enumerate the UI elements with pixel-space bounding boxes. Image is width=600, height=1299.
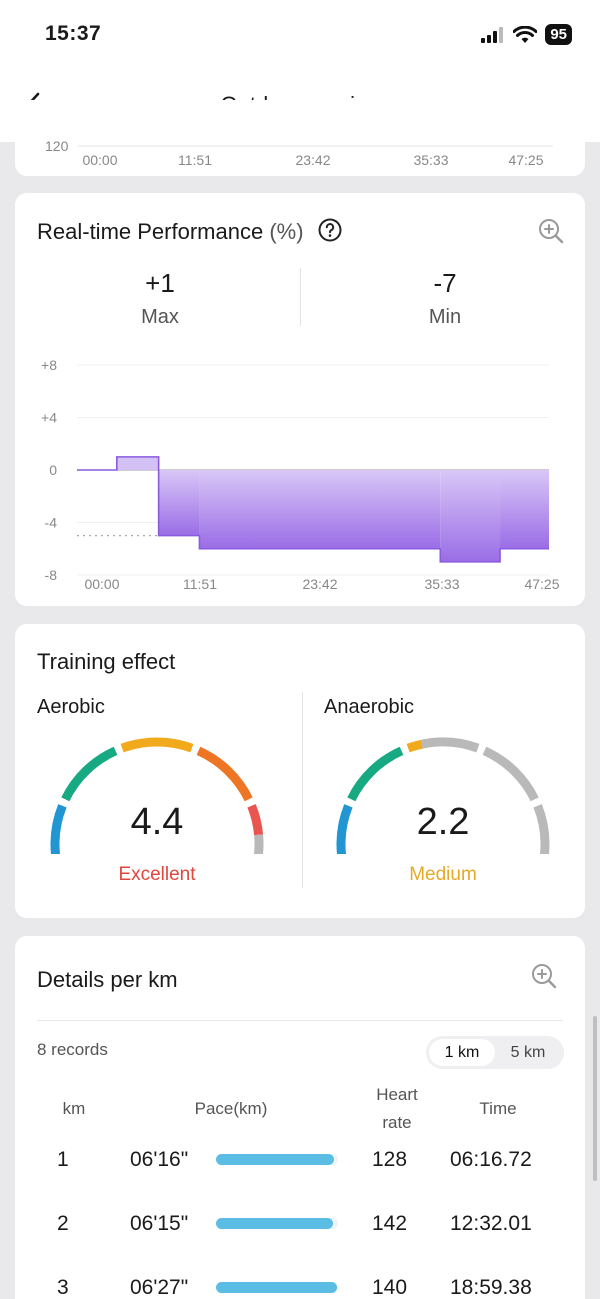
y-tick-label: -8 [45, 567, 58, 583]
records-count: 8 records [37, 1040, 108, 1059]
anaerobic-gauge [336, 737, 550, 854]
segment-1km[interactable]: 1 km [429, 1039, 495, 1066]
help-icon[interactable] [318, 218, 342, 242]
header-time: Time [479, 1099, 517, 1118]
status-time: 15:37 [45, 22, 102, 45]
row-time: 18:59.38 [450, 1276, 532, 1299]
distance-segment-control: 1 km 5 km [426, 1036, 564, 1069]
performance-chart: +8 +4 0 -4 -8 00:00 11:51 23:42 35:33 47:25 [41, 357, 560, 592]
signal-icon [481, 26, 504, 43]
pace-bar-fill [216, 1282, 337, 1293]
aerobic-value: 4.4 [130, 801, 184, 843]
row-km: 2 [57, 1212, 69, 1235]
max-label: Max [141, 306, 179, 328]
x-tick-label: 11:51 [183, 576, 217, 592]
step-area [440, 470, 501, 562]
aerobic-label: Aerobic [37, 696, 105, 718]
x-tick-label: 35:33 [424, 576, 459, 592]
anaerobic-label: Anaerobic [324, 696, 415, 718]
row-km: 1 [57, 1148, 69, 1171]
row-pace: 06'27" [130, 1276, 189, 1299]
gauge-segment [253, 834, 264, 854]
stat-divider [300, 268, 301, 326]
pace-bar-fill [216, 1154, 334, 1165]
prev-x-tick: 35:33 [413, 152, 448, 168]
row-heart-rate: 142 [372, 1212, 408, 1235]
previous-chart-axis: 120 00:00 11:51 23:42 35:33 47:25 [45, 138, 553, 168]
pace-bar-track [216, 1154, 338, 1165]
aerobic-status: Excellent [118, 864, 196, 885]
header-rate: rate [382, 1113, 412, 1132]
gauge-segment [406, 739, 423, 753]
prev-y-label: 120 [45, 138, 69, 154]
y-tick-label: +4 [41, 410, 57, 426]
step-area [158, 470, 200, 536]
step-area [199, 470, 441, 549]
prev-x-tick: 23:42 [295, 152, 330, 168]
header-km: km [62, 1099, 86, 1118]
step-line [77, 456, 549, 563]
min-value: -7 [433, 268, 457, 298]
row-pace: 06'15" [130, 1212, 189, 1235]
scrollbar[interactable] [593, 1016, 597, 1181]
status-bar: 15:37 95 [0, 0, 600, 70]
pace-bar-track [216, 1282, 338, 1293]
anaerobic-value: 2.2 [416, 801, 470, 843]
segment-5km[interactable]: 5 km [510, 1044, 546, 1061]
prev-x-tick: 00:00 [82, 152, 117, 168]
gauge-segment [482, 746, 539, 802]
zoom-in-icon[interactable] [537, 217, 565, 245]
performance-unit: (%) [269, 219, 304, 244]
wifi-icon [513, 25, 538, 43]
min-label: Min [428, 306, 462, 328]
x-tick-label: 47:25 [524, 576, 559, 592]
gauge-segment [533, 804, 550, 854]
anaerobic-status: Medium [409, 864, 477, 885]
row-heart-rate: 140 [372, 1276, 408, 1299]
row-time: 06:16.72 [450, 1148, 532, 1171]
row-heart-rate: 128 [372, 1148, 408, 1171]
details-divider [37, 1020, 563, 1021]
x-tick-label: 23:42 [302, 576, 337, 592]
prev-x-tick: 47:25 [508, 152, 543, 168]
status-icons: 95 [481, 24, 572, 45]
gauge-segment [347, 746, 404, 802]
prev-x-tick: 11:51 [178, 152, 212, 168]
training-title: Training effect [37, 649, 176, 674]
gauge-segment [196, 746, 253, 802]
previous-chart-card: 120 00:00 11:51 23:42 35:33 47:25 [15, 100, 585, 176]
gauge-segment [61, 746, 118, 802]
step-area [116, 456, 159, 470]
y-tick-label: -4 [45, 515, 58, 531]
row-pace: 06'16" [130, 1148, 189, 1171]
battery-indicator: 95 [545, 24, 572, 45]
performance-title-text: Real-time Performance [37, 219, 264, 244]
aerobic-gauge [50, 737, 264, 854]
gauge-segment [50, 804, 67, 854]
y-tick-label: +8 [41, 357, 57, 373]
header-pace: Pace(km) [194, 1099, 268, 1118]
performance-title: Real-time Performance (%) [37, 218, 342, 245]
gauge-segment [336, 804, 353, 854]
gauge-segment [420, 737, 480, 753]
row-time: 12:32.01 [450, 1212, 532, 1235]
pace-bar-fill [216, 1218, 333, 1229]
training-effect-card: Training effect Aerobic Anaerobic 4.4 Ex… [15, 624, 585, 918]
performance-card: Real-time Performance (%) +1 Max -7 Min … [15, 193, 585, 606]
header-heart: Heart [376, 1085, 418, 1104]
gauge-segment [247, 804, 264, 836]
max-value: +1 [145, 268, 175, 298]
training-divider [302, 692, 303, 888]
x-tick-label: 00:00 [84, 576, 119, 592]
y-tick-label: 0 [49, 462, 57, 478]
step-area [500, 470, 549, 549]
gauge-segment [120, 737, 194, 753]
pace-bar-track [216, 1218, 338, 1229]
zoom-in-icon[interactable] [530, 962, 558, 990]
row-km: 3 [57, 1276, 69, 1299]
details-title: Details per km [37, 967, 178, 992]
details-card: Details per km 8 records 1 km 5 km km Pa… [15, 936, 585, 1299]
